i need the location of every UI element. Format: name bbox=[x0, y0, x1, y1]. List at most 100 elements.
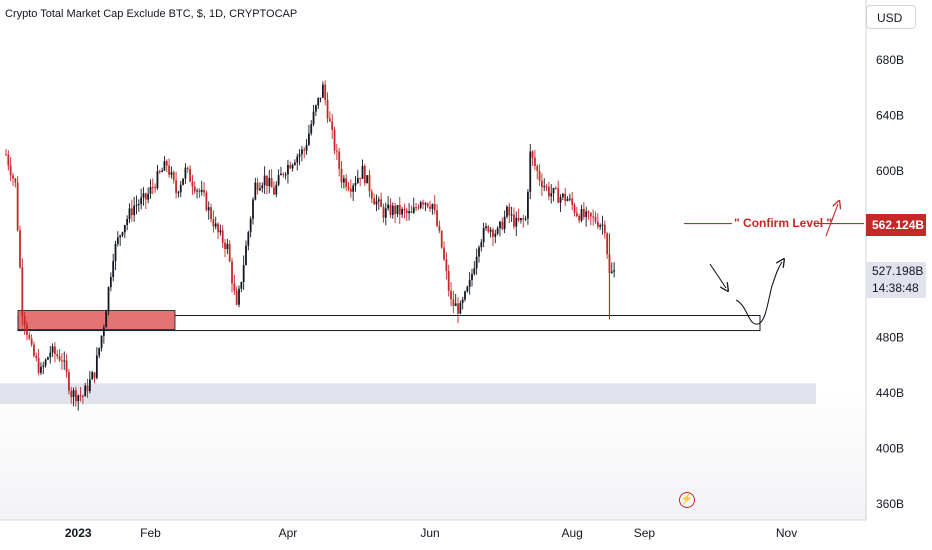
candle bbox=[368, 169, 371, 198]
candle bbox=[221, 225, 224, 249]
candle bbox=[49, 345, 52, 364]
resistance-zone-highlight bbox=[17, 310, 176, 330]
candle bbox=[524, 215, 527, 222]
candle bbox=[370, 188, 373, 204]
candle bbox=[380, 192, 383, 207]
candle bbox=[95, 347, 98, 380]
candle bbox=[228, 240, 231, 263]
candle bbox=[426, 202, 429, 209]
candle bbox=[114, 240, 117, 271]
candle bbox=[235, 286, 238, 306]
candle bbox=[135, 195, 138, 215]
candle bbox=[482, 222, 485, 248]
candle bbox=[568, 193, 571, 202]
candle bbox=[594, 211, 597, 224]
candle bbox=[126, 215, 129, 231]
candle bbox=[321, 81, 324, 98]
candle bbox=[179, 180, 182, 198]
candle bbox=[515, 211, 518, 236]
candle bbox=[275, 181, 278, 198]
candle bbox=[177, 190, 180, 198]
y-tick-label: 400B bbox=[876, 442, 904, 456]
y-tick-label: 600B bbox=[876, 164, 904, 178]
candle bbox=[301, 146, 303, 162]
candle bbox=[75, 386, 77, 407]
annotation-layer bbox=[684, 204, 864, 325]
candle bbox=[578, 213, 581, 224]
candle bbox=[81, 394, 84, 404]
candle bbox=[142, 187, 145, 206]
candle bbox=[503, 210, 506, 234]
candle bbox=[587, 210, 590, 220]
candle bbox=[158, 169, 161, 174]
candle bbox=[494, 229, 497, 244]
candle bbox=[14, 177, 17, 188]
candle bbox=[303, 147, 306, 159]
candle bbox=[541, 173, 543, 196]
candle bbox=[412, 197, 415, 214]
candle bbox=[308, 124, 310, 146]
candle bbox=[261, 182, 264, 193]
candle bbox=[28, 332, 31, 341]
candles-layer bbox=[5, 80, 616, 411]
candle bbox=[147, 187, 150, 204]
candle bbox=[5, 148, 7, 156]
candle bbox=[191, 174, 194, 195]
candle bbox=[492, 227, 494, 247]
candle bbox=[210, 203, 212, 223]
candle bbox=[473, 261, 476, 276]
candle bbox=[554, 186, 557, 190]
candle bbox=[233, 274, 236, 295]
candle bbox=[200, 180, 203, 196]
candle bbox=[459, 300, 462, 315]
candle bbox=[436, 204, 438, 228]
candle bbox=[443, 241, 445, 262]
candle bbox=[575, 206, 578, 218]
candle bbox=[163, 156, 166, 171]
candle bbox=[366, 175, 369, 184]
candle bbox=[475, 248, 478, 275]
candle bbox=[189, 165, 191, 183]
candle bbox=[182, 178, 184, 186]
candle bbox=[328, 111, 331, 123]
candle bbox=[464, 290, 466, 302]
candle bbox=[489, 227, 492, 238]
candle bbox=[40, 362, 42, 376]
flash-icon[interactable]: ⚡ bbox=[679, 492, 695, 508]
candle bbox=[156, 164, 159, 190]
candle bbox=[296, 153, 299, 171]
candle bbox=[352, 183, 355, 201]
candle bbox=[580, 204, 583, 223]
confirm-arrow bbox=[825, 204, 838, 237]
candle bbox=[26, 321, 28, 341]
candle bbox=[566, 196, 569, 202]
candle bbox=[403, 203, 406, 219]
candle bbox=[408, 203, 410, 221]
candle bbox=[42, 361, 45, 375]
candle bbox=[452, 290, 455, 314]
candle bbox=[499, 220, 501, 237]
y-tick-label: 640B bbox=[876, 109, 904, 123]
candle bbox=[123, 224, 126, 239]
candle bbox=[349, 179, 352, 198]
last-price-tag: 527.198B 14:38:48 bbox=[866, 262, 926, 298]
countdown-timer: 14:38:48 bbox=[872, 281, 919, 295]
candle bbox=[387, 196, 390, 211]
candle bbox=[121, 231, 124, 238]
candle bbox=[359, 177, 362, 187]
candle bbox=[585, 206, 588, 227]
candle bbox=[419, 200, 422, 210]
candle bbox=[294, 159, 296, 166]
candle bbox=[168, 158, 170, 178]
candle bbox=[410, 205, 413, 214]
currency-button[interactable]: USD bbox=[866, 5, 916, 29]
candle bbox=[438, 220, 441, 234]
last-price-value: 527.198B bbox=[872, 264, 924, 278]
candle bbox=[398, 196, 401, 225]
candle bbox=[170, 166, 173, 179]
candle bbox=[86, 378, 89, 398]
candle bbox=[9, 156, 12, 182]
candle bbox=[289, 161, 292, 170]
